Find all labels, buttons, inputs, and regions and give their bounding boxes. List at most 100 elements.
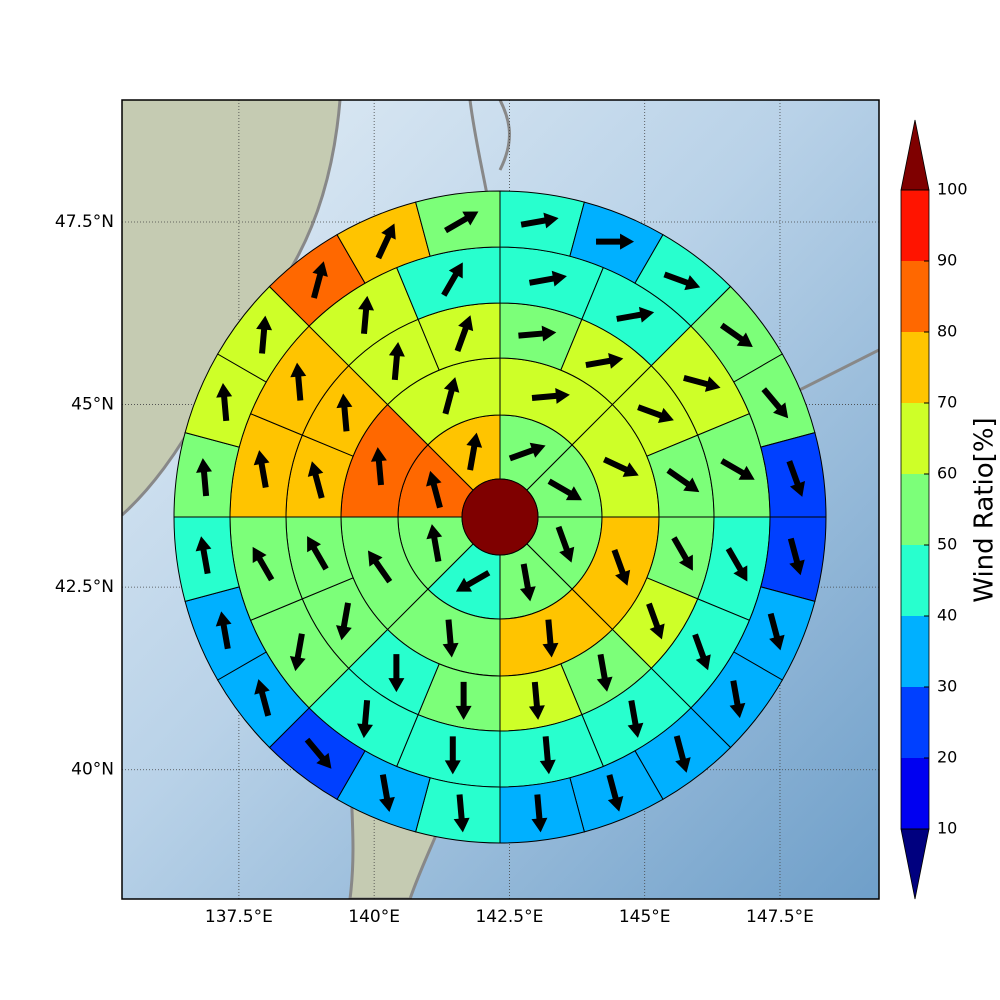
wind-arrow — [596, 653, 613, 692]
sector — [415, 777, 501, 844]
wind-arrow — [388, 654, 405, 693]
wind-arrow — [454, 315, 474, 353]
wind-arrow — [761, 387, 789, 419]
wind-arrow — [453, 794, 470, 833]
wind-arrow — [290, 362, 307, 401]
wind-arrow — [370, 447, 387, 486]
colorbar-tick-label: 40 — [937, 606, 957, 625]
colorbar-tick-label: 60 — [937, 464, 957, 483]
colorbar-tick-label: 70 — [937, 393, 957, 412]
wind-arrow — [606, 774, 624, 812]
wind-arrow — [508, 442, 546, 462]
wind-arrow — [519, 563, 536, 602]
wind-arrow — [637, 404, 674, 423]
wind-arrow — [426, 470, 443, 509]
wind-arrow — [692, 633, 711, 671]
wind-arrow — [528, 681, 545, 720]
y-tick-label: 45°N — [71, 395, 114, 415]
wind-arrow — [673, 735, 691, 773]
wind-arrow — [253, 450, 270, 489]
wind-arrow — [442, 619, 459, 658]
wind-arrow — [531, 794, 548, 833]
wind-arrow — [442, 377, 460, 415]
wind-arrow — [455, 681, 472, 720]
wind-arrow — [215, 611, 232, 650]
wind-arrow — [336, 393, 353, 432]
x-tick-label: 145°E — [619, 907, 671, 927]
wind-arrow — [444, 736, 461, 775]
wind-arrow — [444, 211, 479, 234]
colorbar-bin — [901, 190, 929, 261]
wind-arrow — [358, 295, 375, 334]
wind-arrow — [646, 602, 665, 640]
wind-arrow — [379, 774, 395, 813]
colorbar-label: Wind Ratio[%] — [970, 417, 1000, 602]
wind-arrow — [683, 374, 721, 392]
wind-arrow — [426, 524, 443, 563]
arrows — [195, 211, 806, 833]
map-frame — [121, 99, 880, 900]
wind-arrow — [767, 612, 785, 651]
x-tick-label: 137.5°E — [205, 907, 273, 927]
wind-arrow — [602, 456, 639, 477]
wind-arrow — [254, 679, 272, 717]
y-tick-label: 40°N — [71, 760, 114, 780]
wind-arrow — [311, 261, 328, 299]
wind-arrow — [542, 619, 559, 658]
y-tick-label: 42.5°N — [55, 577, 114, 597]
wind-arrow — [388, 342, 405, 381]
wind-arrow — [627, 699, 644, 738]
wind-arrow — [666, 467, 700, 493]
wind-arrow — [336, 602, 352, 641]
wind-arrow — [196, 458, 212, 497]
wind-arrow — [616, 306, 655, 323]
colorbar-extend-over — [900, 119, 930, 191]
colorbar-tick-label: 10 — [937, 819, 957, 838]
colorbar-extend-under — [900, 828, 930, 900]
wind-arrow — [528, 270, 567, 287]
wind-arrow — [455, 570, 491, 592]
colorbar-tick-label: 100 — [937, 180, 968, 199]
wind-arrow — [367, 550, 393, 584]
wind-arrow — [547, 478, 582, 501]
colorbar-bin — [901, 332, 929, 403]
labels: 137.5°E 140°E 142.5°E 145°E 147.5°E 40°N 42.5°… — [55, 212, 814, 927]
colorbar-bin — [901, 758, 929, 829]
wind-arrow — [256, 315, 273, 354]
wind-arrow — [375, 223, 396, 260]
wind-arrow — [195, 536, 212, 575]
wind-arrow — [441, 262, 463, 297]
colorbar: 10 20 30 40 50 60 70 80 90 100 — [900, 119, 968, 900]
wind-arrow — [596, 233, 635, 250]
wind-arrow — [304, 737, 332, 769]
wind-arrow — [720, 458, 755, 480]
wind-arrow — [252, 546, 275, 582]
wind-arrow — [307, 461, 325, 499]
wind-arrow — [663, 271, 701, 291]
wind-arrow — [671, 536, 693, 571]
wind-arrow — [520, 212, 559, 229]
x-tick-label: 142.5°E — [475, 907, 543, 927]
wind-arrow — [729, 680, 746, 719]
colorbar-tick-label: 30 — [937, 677, 957, 696]
colorbar-bin — [901, 616, 929, 687]
colorbar-tick-label: 90 — [937, 251, 957, 270]
colorbar-frame — [900, 189, 930, 830]
x-tick-label: 140°E — [348, 907, 400, 927]
wind-arrow — [357, 700, 373, 739]
wind-arrow — [307, 536, 329, 571]
coastline — [498, 100, 511, 171]
colorbar-tick-label: 80 — [937, 322, 957, 341]
wind-arrow — [611, 548, 631, 586]
wind-arrow — [787, 537, 805, 576]
wind-arrow — [216, 383, 233, 422]
sectors — [173, 190, 827, 844]
colorbar-tick-label: 20 — [937, 748, 957, 767]
center-disk — [461, 478, 539, 556]
wind-arrow — [531, 387, 570, 404]
wind-arrow — [585, 353, 624, 369]
wind-arrow — [289, 633, 306, 672]
colorbar-bin — [901, 545, 929, 616]
colorbar-tick-label: 50 — [937, 535, 957, 554]
